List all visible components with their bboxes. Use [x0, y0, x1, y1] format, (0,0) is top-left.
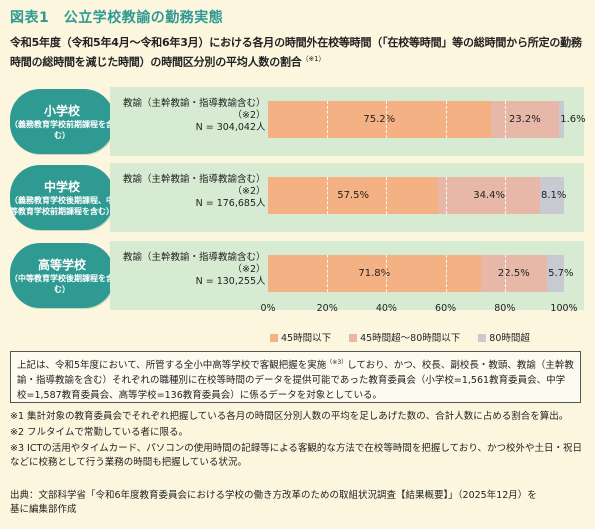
- teacher-type: 教諭（主幹教諭・指導教諭含む）: [123, 174, 266, 185]
- bar-segment: 1.6%: [559, 101, 586, 138]
- teacher-note-mark: （※2）: [232, 264, 266, 275]
- stacked-bar: 57.5% 34.4% 8.1%: [268, 177, 567, 214]
- legend-item: 45時間以下: [270, 333, 331, 344]
- teacher-note-mark: （※2）: [232, 186, 266, 197]
- gridline: [386, 177, 388, 214]
- legend-item: 45時間超〜80時間以下: [349, 333, 460, 344]
- note-text-1: 上記は、令和5年度において、所管する全小中高等学校で客観把握を実施: [17, 360, 327, 372]
- data-note-box: 上記は、令和5年度において、所管する全小中高等学校で客観把握を実施（※3）してお…: [10, 351, 581, 403]
- legend-label: 80時間超: [489, 333, 530, 344]
- legend-label: 45時間超〜80時間以下: [360, 333, 461, 344]
- teacher-label: 教諭（主幹教諭・指導教諭含む） （※2） N = 130,255人: [123, 252, 266, 288]
- source-line-2: 基に編集部作成: [10, 504, 77, 515]
- data-label: 1.6%: [560, 114, 586, 125]
- gridline: [327, 255, 329, 292]
- teacher-label: 教諭（主幹教諭・指導教諭含む） （※2） N = 304,042人: [123, 98, 266, 134]
- x-tick-label: 0%: [260, 303, 276, 314]
- bar-segment: 8.1%: [540, 177, 567, 214]
- teacher-label: 教諭（主幹教諭・指導教諭含む） （※2） N = 176,685人: [123, 174, 266, 210]
- gridline: [386, 101, 388, 138]
- bar-segment: 75.2%: [268, 101, 491, 138]
- gridline: [504, 101, 507, 138]
- bar-segment: 22.5%: [480, 255, 548, 292]
- teacher-type: 教諭（主幹教諭・指導教諭含む）: [123, 252, 266, 263]
- legend-swatch: [270, 334, 278, 342]
- stacked-bar: 75.2% 23.2% 1.6%: [268, 101, 586, 138]
- data-label: 8.1%: [541, 190, 567, 201]
- bar-segment: 57.5%: [268, 177, 439, 214]
- teacher-note-mark: （※2）: [232, 110, 266, 121]
- gridline: [327, 101, 329, 138]
- x-tick-label: 60%: [435, 303, 457, 314]
- figure-title: 図表1 公立学校教諭の勤務実態: [10, 10, 224, 26]
- gridline: [327, 177, 329, 214]
- gridline: [445, 255, 448, 292]
- legend-swatch: [349, 334, 358, 342]
- note-mark: （※3）: [326, 359, 348, 366]
- school-name: 小学校: [43, 104, 80, 118]
- school-name: 高等学校: [37, 258, 86, 272]
- data-label: 23.2%: [509, 114, 541, 125]
- school-desc: （義務教育学校前期課程を含む）: [10, 120, 114, 140]
- x-tick-label: 40%: [375, 303, 397, 314]
- sample-size: N = 304,042人: [195, 122, 266, 133]
- x-tick-label: 100%: [550, 303, 578, 314]
- x-axis: 0% 20% 40% 60% 80% 100%: [260, 303, 577, 315]
- legend-label: 45時間以下: [281, 333, 332, 344]
- footnote-2: ※2 フルタイムで常勤している者に限る。: [10, 427, 189, 438]
- school-label-1: 中学校 （義務教育学校後期課程、中等教育学校前期課程を含む）: [10, 165, 114, 230]
- school-name: 中学校: [43, 180, 80, 194]
- bar-segment: 34.4%: [438, 177, 540, 214]
- school-label-2: 高等学校 （中等教育学校後期課程を含む）: [10, 243, 114, 308]
- sample-size: N = 130,255人: [195, 276, 266, 287]
- data-label: 5.7%: [548, 268, 574, 279]
- footnote-1: ※1 集計対象の教育委員会でそれぞれ把握している各月の時間区分別人数の平均を足し…: [10, 411, 569, 422]
- teacher-type: 教諭（主幹教諭・指導教諭含む）: [123, 98, 266, 109]
- sample-size: N = 176,685人: [195, 198, 266, 209]
- subtitle-text: 令和5年度（令和5年4月〜令和6年3月）における各月の時間外在校等時間（「在校等…: [10, 36, 582, 69]
- footnote-3: ※3 ICTの活用やタイムカード、パソコンの使用時間の記録等による客観的な方法で…: [10, 443, 582, 468]
- gridline: [504, 177, 507, 214]
- data-label: 22.5%: [497, 268, 530, 279]
- gridline: [386, 255, 388, 292]
- school-desc: （義務教育学校後期課程、中等教育学校前期課程を含む）: [10, 196, 114, 216]
- data-label: 75.2%: [363, 114, 396, 125]
- school-label-0: 小学校 （義務教育学校前期課程を含む）: [10, 89, 114, 154]
- data-label: 57.5%: [337, 190, 369, 201]
- school-desc: （中等教育学校後期課程を含む）: [10, 274, 114, 294]
- data-label: 71.8%: [358, 268, 391, 279]
- x-tick-label: 80%: [494, 303, 516, 314]
- bar-segment: 71.8%: [268, 255, 481, 292]
- chart-subtitle: 令和5年度（令和5年4月〜令和6年3月）における各月の時間外在校等時間（「在校等…: [10, 34, 588, 71]
- gridline: [445, 177, 448, 214]
- legend-swatch: [478, 334, 487, 342]
- legend-item: 80時間超: [478, 333, 530, 344]
- stacked-bar: 71.8% 22.5% 5.7%: [268, 255, 574, 292]
- x-tick-label: 20%: [316, 303, 338, 314]
- bar-segment: 23.2%: [490, 101, 560, 138]
- legend: 45時間以下 45時間超〜80時間以下 80時間超: [270, 330, 548, 344]
- gridline: [504, 255, 507, 292]
- gridline: [445, 101, 448, 138]
- note-text-2: しており、かつ、校長、副校長・教頭、教諭（主幹教諭・指導教諭を含む）それぞれの職…: [17, 360, 574, 402]
- subtitle-marker: （※1）: [301, 55, 326, 63]
- bar-segment: 5.7%: [547, 255, 574, 292]
- data-label: 34.4%: [473, 190, 505, 201]
- source-line-1: 出典：文部科学省「令和6年度教育委員会における学校の働き方改革のための取組状況調…: [10, 490, 537, 501]
